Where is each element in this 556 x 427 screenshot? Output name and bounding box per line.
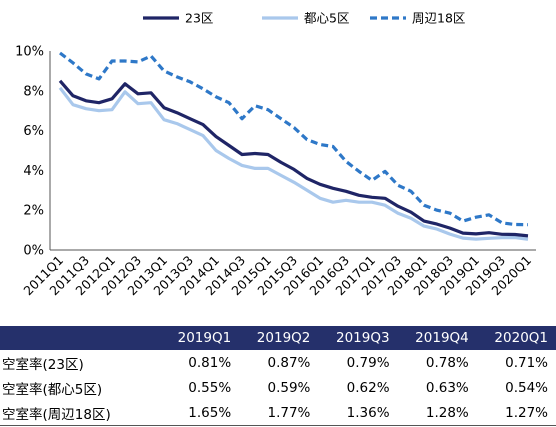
table-cell: 0.62% [346, 379, 390, 396]
y-tick-label: 10% [15, 45, 44, 60]
vacancy-rate-chart: 23区 都心5区 周辺18区 0% 2% 4% 6% 8% 10% 2011Q12011Q32… [15, 11, 536, 298]
table-row: 空室率(都心5区) 0.55% 0.59% 0.62% 0.63% 0.54% [0, 375, 556, 400]
chart-legend: 23区 都心5区 周辺18区 [143, 11, 465, 26]
table-cell: 0.54% [505, 379, 548, 396]
y-axis: 0% 2% 4% 6% 8% 10% [15, 45, 51, 259]
table-col-header: 2019Q3 [318, 326, 398, 350]
table-cell: 0.55% [188, 379, 232, 396]
series-line-0 [58, 79, 529, 238]
series-line-1 [58, 86, 529, 241]
table-cell: 0.71% [505, 354, 548, 371]
series-lines [58, 51, 529, 241]
table-row: 空室率(23区) 0.81% 0.87% 0.79% 0.78% 0.71% [0, 350, 556, 375]
table-cell: 0.81% [188, 354, 232, 371]
y-tick-label: 2% [23, 204, 44, 219]
legend-label: 都心5区 [304, 11, 349, 26]
table-cell: 0.78% [425, 354, 469, 371]
y-tick-label: 0% [23, 244, 44, 259]
table-cell: 0.63% [425, 379, 469, 396]
table-cell: 1.36% [318, 400, 398, 426]
legend-label: 周辺18区 [412, 11, 465, 26]
table-cell: 1.28% [397, 400, 477, 426]
x-axis: 2011Q12011Q32012Q12012Q32013Q12013Q32014… [20, 249, 536, 298]
table-col-header: 2019Q2 [239, 326, 319, 350]
table-header-row: 2019Q1 2019Q2 2019Q3 2019Q4 2020Q1 [0, 326, 556, 350]
table-cell: 1.27% [476, 400, 556, 426]
table-col-header: 2019Q4 [397, 326, 477, 350]
row-label: 空室率(周辺18区) [0, 400, 160, 426]
table-cell: 1.77% [239, 400, 319, 426]
y-tick-label: 4% [23, 164, 44, 179]
y-tick-label: 8% [23, 84, 44, 99]
y-tick-label: 6% [23, 124, 44, 139]
table-col-header: 2020Q1 [476, 326, 556, 350]
row-label: 空室率(都心5区) [2, 381, 103, 398]
table-cell: 1.65% [160, 400, 240, 426]
table-cell: 0.87% [267, 354, 311, 371]
legend-label: 23区 [185, 11, 213, 26]
table-row: 空室率(周辺18区) 1.65% 1.77% 1.36% 1.28% 1.27% [0, 400, 556, 426]
series-line-2 [59, 51, 529, 227]
table-cell: 0.59% [267, 379, 311, 396]
table-corner-cell [0, 326, 160, 350]
table-col-header: 2019Q1 [160, 326, 240, 350]
vacancy-data-table: 2019Q1 2019Q2 2019Q3 2019Q4 2020Q1 空室率(2… [0, 326, 556, 426]
row-label: 空室率(23区) [2, 356, 84, 373]
table-cell: 0.79% [346, 354, 390, 371]
